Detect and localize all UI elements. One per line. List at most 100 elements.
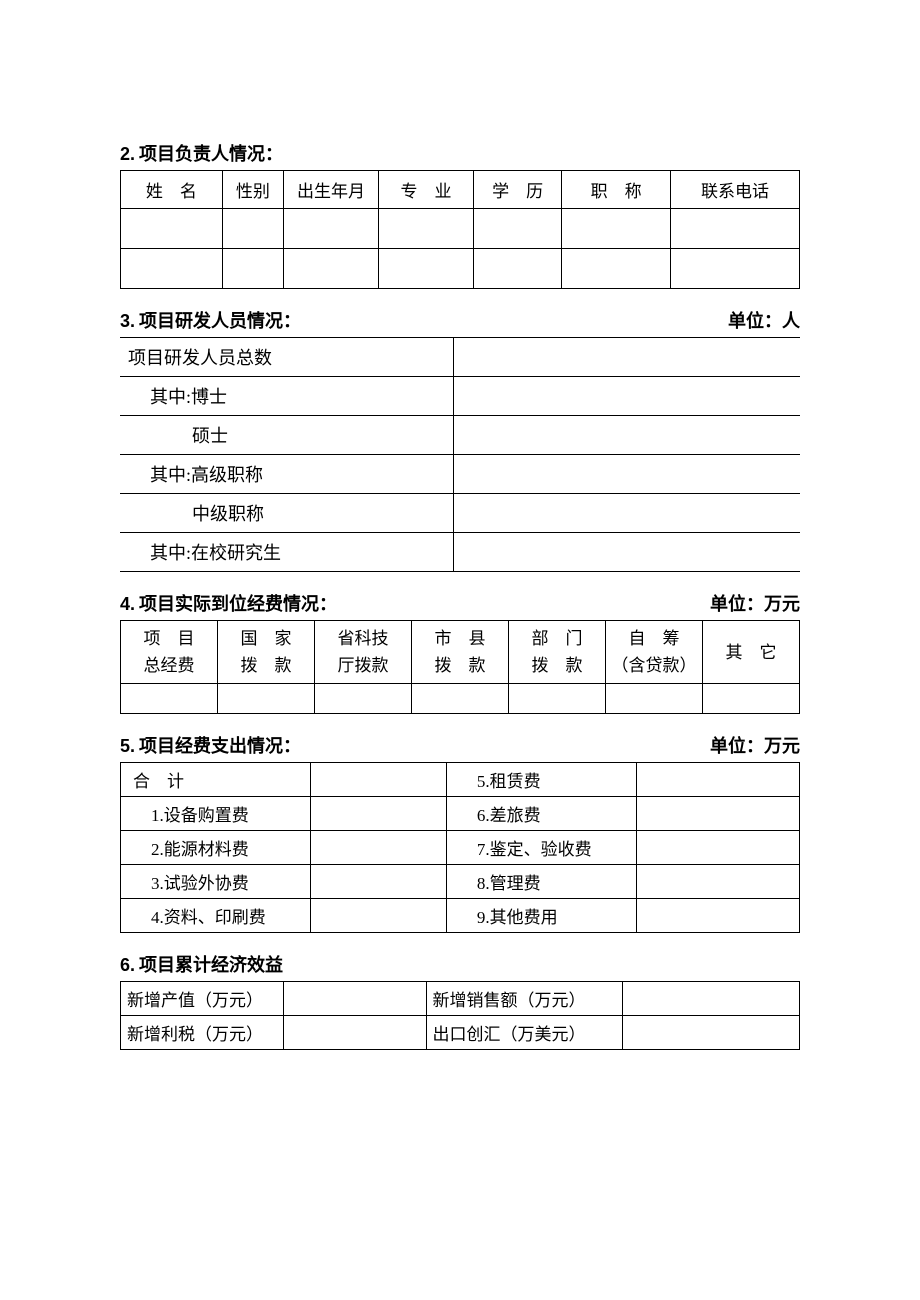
section2-col-header: 姓 名 <box>121 171 223 209</box>
row-label: 项目研发人员总数 <box>120 338 453 377</box>
expense-value-left <box>311 865 447 899</box>
benefit-value-left <box>283 1016 426 1050</box>
table-row: 4.资料、印刷费9.其他费用 <box>121 899 800 933</box>
expense-value-left <box>311 831 447 865</box>
table-cell <box>474 209 562 249</box>
section3-title: 3.项目研发人员情况： <box>120 307 301 333</box>
section4-col-header: 部 门拨 款 <box>509 621 606 684</box>
expense-label-left: 4.资料、印刷费 <box>121 899 311 933</box>
table-row <box>121 209 800 249</box>
section4-col-header: 市 县拨 款 <box>412 621 509 684</box>
row-label: 其中:博士 <box>120 377 453 416</box>
section4-title: 4.项目实际到位经费情况： <box>120 590 337 616</box>
table-row: 其中:高级职称 <box>120 455 800 494</box>
section4-body <box>121 684 800 714</box>
section4-num: 4. <box>120 594 135 614</box>
benefit-value-right <box>623 1016 800 1050</box>
section5-header: 5.项目经费支出情况： 单位：万元 <box>120 732 800 758</box>
benefit-value-left <box>283 982 426 1016</box>
table-cell <box>121 209 223 249</box>
table-cell <box>222 249 283 289</box>
table-cell <box>703 684 800 714</box>
row-value <box>453 533 800 572</box>
expense-value-left <box>311 763 447 797</box>
section2-header-row: 姓 名性别出生年月专 业学 历职 称联系电话 <box>121 171 800 209</box>
row-label: 中级职称 <box>120 494 453 533</box>
section4-unit: 单位：万元 <box>710 590 800 616</box>
expense-value-right <box>637 763 800 797</box>
row-label: 其中:高级职称 <box>120 455 453 494</box>
expense-label-left: 3.试验外协费 <box>121 865 311 899</box>
table-row: 3.试验外协费8.管理费 <box>121 865 800 899</box>
benefit-label-left: 新增产值（万元） <box>121 982 284 1016</box>
expense-value-left <box>311 899 447 933</box>
table-cell <box>562 209 671 249</box>
expense-value-right <box>637 831 800 865</box>
table-cell <box>509 684 606 714</box>
table-row <box>121 249 800 289</box>
table-cell <box>222 209 283 249</box>
benefit-label-right: 出口创汇（万美元） <box>426 1016 623 1050</box>
section2-col-header: 职 称 <box>562 171 671 209</box>
section6-num: 6. <box>120 955 135 975</box>
table-cell <box>606 684 703 714</box>
expense-label-right: 6.差旅费 <box>446 797 636 831</box>
table-cell <box>412 684 509 714</box>
row-value <box>453 455 800 494</box>
section6-title: 6.项目累计经济效益 <box>120 951 283 977</box>
section5-body: 合 计5.租赁费1.设备购置费6.差旅费2.能源材料费7.鉴定、验收费3.试验外… <box>121 763 800 933</box>
table-row: 2.能源材料费 7.鉴定、验收费 <box>121 831 800 865</box>
table-cell <box>283 209 378 249</box>
section4-col-header: 自 筹（含贷款） <box>606 621 703 684</box>
row-value <box>453 494 800 533</box>
section2-num: 2. <box>120 144 135 164</box>
table-row: 合 计5.租赁费 <box>121 763 800 797</box>
expense-label-left: 1.设备购置费 <box>121 797 311 831</box>
expense-label-right: 7.鉴定、验收费 <box>446 831 636 865</box>
table-row: 新增产值（万元）新增销售额（万元） <box>121 982 800 1016</box>
table-row: 中级职称 <box>120 494 800 533</box>
benefit-label-left: 新增利税（万元） <box>121 1016 284 1050</box>
section3-unit: 单位：人 <box>728 307 800 333</box>
section2-col-header: 性别 <box>222 171 283 209</box>
section4-header: 4.项目实际到位经费情况： 单位：万元 <box>120 590 800 616</box>
row-value <box>453 338 800 377</box>
row-label: 其中:在校研究生 <box>120 533 453 572</box>
table-cell <box>379 209 474 249</box>
section2-table: 姓 名性别出生年月专 业学 历职 称联系电话 <box>120 170 800 289</box>
section5-title: 5.项目经费支出情况： <box>120 732 301 758</box>
section2-body <box>121 209 800 289</box>
row-value <box>453 377 800 416</box>
section3-header: 3.项目研发人员情况： 单位：人 <box>120 307 800 333</box>
section4-col-header: 项 目总经费 <box>121 621 218 684</box>
table-row: 其中:博士 <box>120 377 800 416</box>
section3-table: 项目研发人员总数其中:博士硕士其中:高级职称中级职称其中:在校研究生 <box>120 337 800 572</box>
table-cell <box>218 684 315 714</box>
section4-col-header: 其 它 <box>703 621 800 684</box>
table-cell <box>562 249 671 289</box>
section4-col-header: 国 家拨 款 <box>218 621 315 684</box>
section5-unit: 单位：万元 <box>710 732 800 758</box>
row-label: 硕士 <box>120 416 453 455</box>
section2-title: 2.项目负责人情况： <box>120 140 283 166</box>
table-cell <box>670 249 799 289</box>
table-row: 项目研发人员总数 <box>120 338 800 377</box>
table-row: 其中:在校研究生 <box>120 533 800 572</box>
table-cell <box>283 249 378 289</box>
expense-value-right <box>637 865 800 899</box>
section4-header-row: 项 目总经费国 家拨 款省科技厅拨款市 县拨 款部 门拨 款自 筹（含贷款）其 … <box>121 621 800 684</box>
section5-table: 合 计5.租赁费1.设备购置费6.差旅费2.能源材料费7.鉴定、验收费3.试验外… <box>120 762 800 933</box>
section3-body: 项目研发人员总数其中:博士硕士其中:高级职称中级职称其中:在校研究生 <box>120 338 800 572</box>
section2-col-header: 联系电话 <box>670 171 799 209</box>
section4-col-header: 省科技厅拨款 <box>315 621 412 684</box>
table-row: 1.设备购置费 6.差旅费 <box>121 797 800 831</box>
table-cell <box>379 249 474 289</box>
table-cell <box>121 249 223 289</box>
table-cell <box>121 684 218 714</box>
section6-body: 新增产值（万元）新增销售额（万元）新增利税（万元） 出口创汇（万美元） <box>121 982 800 1050</box>
expense-value-right <box>637 899 800 933</box>
expense-label-left: 2.能源材料费 <box>121 831 311 865</box>
row-value <box>453 416 800 455</box>
section3-num: 3. <box>120 311 135 331</box>
benefit-value-right <box>623 982 800 1016</box>
